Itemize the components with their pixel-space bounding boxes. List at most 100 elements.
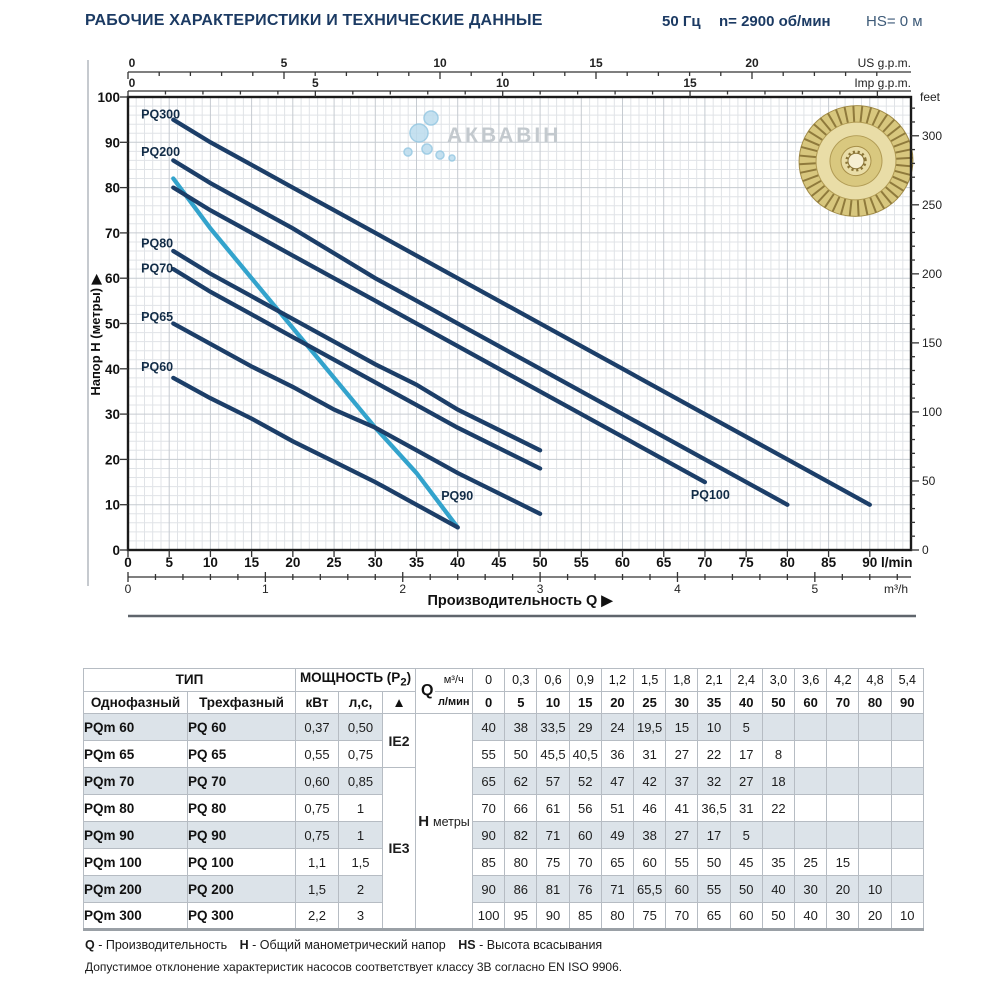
h-value-cell: 50 <box>504 740 538 768</box>
chart-element: 0 <box>922 543 929 557</box>
chart-element <box>810 184 826 197</box>
h-value-cell: 57 <box>536 767 570 795</box>
chart-element: 80 <box>105 181 120 196</box>
curve-label-PQ300: PQ300 <box>141 107 180 121</box>
three-phase-model: PQ 70 <box>187 767 296 795</box>
legend-term: HS <box>458 938 476 952</box>
h-value-cell: 75 <box>633 902 667 930</box>
h-value-cell: 40 <box>472 713 506 741</box>
h-value-cell: 95 <box>504 902 538 930</box>
table-row: Однофазный Трехфазный кВт л,с, ▲ 0 5 10 15 20 25 30… <box>83 690 924 714</box>
chart-element: 85 <box>821 555 837 570</box>
power-kw: 0,60 <box>295 767 339 795</box>
h-value-cell: 66 <box>504 794 538 822</box>
h-value-cell: 75 <box>536 848 570 876</box>
h-value-cell: 30 <box>826 902 860 930</box>
single-phase-model: PQm 70 <box>83 767 188 795</box>
single-phase-model: PQm 100 <box>83 848 188 876</box>
h-value-cell: 55 <box>665 848 699 876</box>
chart-element: м³/ч л/мин <box>435 670 472 713</box>
curve-label-PQ200: PQ200 <box>141 145 180 159</box>
h-value-cell: 33,5 <box>536 713 570 741</box>
chart-element <box>884 186 899 199</box>
chart-element: 30 <box>105 407 120 422</box>
chart-element: 50 <box>922 474 936 488</box>
h-value-cell: 65 <box>472 767 506 795</box>
chart-element <box>128 97 911 550</box>
h-value-cell: 20 <box>858 902 892 930</box>
table-row-PQ-65: PQm 65 PQ 65 0,55 0,75 55 50 45,5 40,5 36 31 27 22 1… <box>83 740 924 768</box>
top-axes <box>127 71 911 97</box>
table-row-PQ-100: PQm 100 PQ 100 1,1 1,5 85 80 75 70 65 60 55 50 45 35 2… <box>83 848 924 876</box>
h-value-cell: 52 <box>568 767 602 795</box>
h-value-cell <box>826 767 860 795</box>
h-value-cell: 27 <box>665 740 699 768</box>
h-value-cell: 35 <box>761 848 796 876</box>
h-value-cell <box>794 821 828 849</box>
chart-element: 5 <box>312 76 319 90</box>
h-value-cell <box>794 767 828 795</box>
chart-element: 10 <box>433 56 447 70</box>
single-phase-model: PQm 300 <box>83 902 188 930</box>
q-m3h-header-cell: 3,0 <box>761 668 796 692</box>
power-kw: 1,1 <box>295 848 339 876</box>
q-lmin-header-cell: 60 <box>794 690 828 714</box>
h-value-cell <box>826 740 860 768</box>
q-m3h-header-cell: 1,8 <box>665 668 699 692</box>
chart-element <box>435 150 445 160</box>
power-kw: 2,2 <box>295 902 339 930</box>
chart-element: 0 <box>129 76 136 90</box>
pump-curves <box>171 117 872 530</box>
h-value-cell: 10 <box>890 902 924 930</box>
single-phase-model: PQm 65 <box>83 740 188 768</box>
q-m3h-header-cell: 4,2 <box>826 668 860 692</box>
chart-element <box>807 130 824 141</box>
chart-element: 100 <box>922 405 942 419</box>
h-value-cell: 40 <box>794 902 828 930</box>
h-value-cell: 85 <box>568 902 602 930</box>
h-value-cell: 24 <box>600 713 635 741</box>
chart-element: 150 <box>922 336 942 350</box>
chart-element <box>892 175 909 185</box>
h-value-cell: 15 <box>826 848 860 876</box>
h-value-cell: 27 <box>729 767 763 795</box>
h-value-cell: 70 <box>665 902 699 930</box>
chart-element: 5 <box>811 582 818 596</box>
suction-head-value: HS= 0 м <box>866 13 923 30</box>
footer-note: Допустимое отклонение характеристик насо… <box>85 960 623 974</box>
chart-element <box>806 179 822 190</box>
table-row-PQ-90: PQm 90 PQ 90 0,75 1 90 82 71 60 49 38 27 17 5 <box>83 821 924 849</box>
h-value-cell: 47 <box>600 767 635 795</box>
h-value-cell: 71 <box>536 821 570 849</box>
chart-element: 25 <box>327 555 343 570</box>
chart-element: 5 <box>281 56 288 70</box>
h-value-cell <box>794 740 828 768</box>
power-hp: 3 <box>338 902 383 930</box>
q-lmin-header-cell: 15 <box>568 690 602 714</box>
h-value-cell: 82 <box>504 821 538 849</box>
h-value-cell <box>858 794 892 822</box>
chart-element: 20 <box>105 452 120 467</box>
chart-element: 250 <box>922 198 942 212</box>
chart-element: 70 <box>697 555 712 570</box>
chart-element <box>895 163 913 168</box>
h-value-cell: 70 <box>472 794 506 822</box>
chart-element: 0 <box>129 56 136 70</box>
x-axis-title: Производительность Q ▶ <box>427 593 614 609</box>
table-row-PQ-300: PQm 300 PQ 300 2,2 3 100 95 90 85 80 75 70 65 60 50 40… <box>83 902 924 930</box>
power-hp: 1,5 <box>338 848 383 876</box>
chart-element <box>877 113 889 129</box>
power-kw: 0,37 <box>295 713 339 741</box>
h-symbol: H <box>418 812 430 830</box>
curve-label-PQ65: PQ65 <box>141 310 173 324</box>
h-value-cell: 10 <box>697 713 731 741</box>
bottom-axes <box>120 96 919 582</box>
chart-element <box>890 132 906 143</box>
legend-desc: - Производительность <box>94 938 240 952</box>
chart-element <box>888 181 905 192</box>
legend-term: H <box>239 938 249 952</box>
h-value-cell: 46 <box>633 794 667 822</box>
chart-element: 0 <box>124 555 132 570</box>
